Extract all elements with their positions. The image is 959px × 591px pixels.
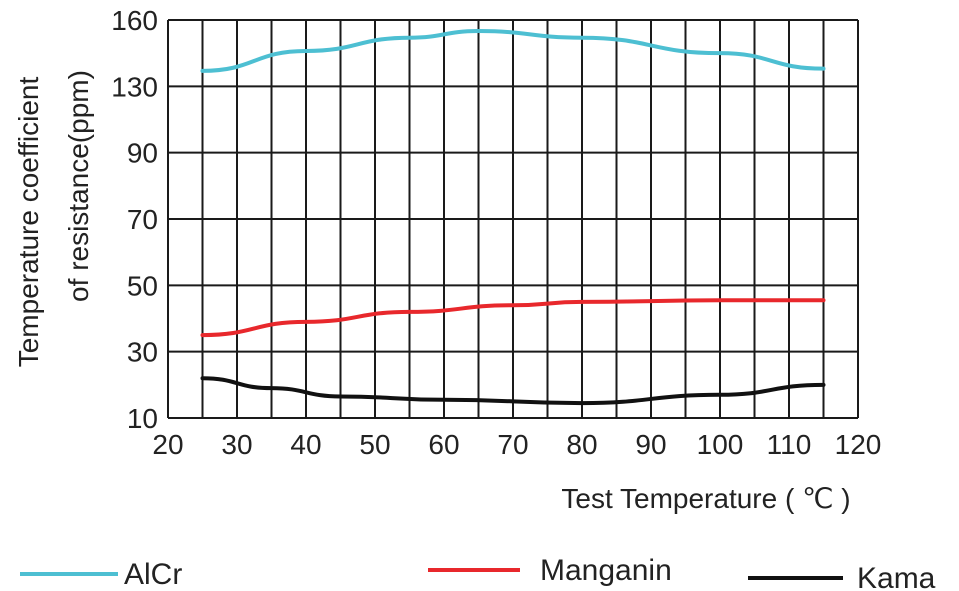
x-tick-label: 30: [221, 429, 252, 460]
y-tick-label: 90: [127, 138, 158, 169]
y-axis-ticks: 10 30 50 70 90 130 160: [111, 5, 158, 434]
y-tick-label: 70: [127, 204, 158, 235]
x-tick-label: 20: [152, 429, 183, 460]
x-tick-label: 110: [767, 429, 812, 460]
x-tick-label: 80: [566, 429, 597, 460]
x-axis-ticks: 20 30 40 50 60 70 80 90 100 110 120: [152, 429, 881, 460]
series-line-manganin: [200, 298, 826, 338]
y-tick-label: 130: [111, 71, 158, 102]
legend-label-manganin: Manganin: [540, 554, 672, 587]
series-line-kama: [200, 376, 826, 406]
y-tick-label: 160: [111, 5, 158, 36]
x-tick-label: 60: [428, 429, 459, 460]
legend-label-alcr: AlCr: [124, 558, 182, 591]
series-lines: [200, 29, 826, 406]
y-axis-title-line-1: Temperature coefficient: [13, 77, 44, 368]
legend-label-kama: Kama: [857, 562, 936, 591]
y-axis-title-line-2: of resistance(ppm): [63, 70, 94, 302]
x-tick-label: 100: [697, 429, 744, 460]
series-line-alcr: [200, 29, 826, 73]
x-tick-label: 70: [497, 429, 528, 460]
x-axis-title: Test Temperature ( ℃ ): [561, 483, 850, 514]
x-tick-label: 120: [835, 429, 882, 460]
x-tick-label: 50: [359, 429, 390, 460]
x-tick-label: 90: [635, 429, 666, 460]
x-tick-label: 40: [290, 429, 321, 460]
y-tick-label: 50: [127, 270, 158, 301]
y-tick-label: 10: [127, 403, 158, 434]
grid: [167, 19, 859, 419]
legend: AlCr Manganin Kama: [20, 554, 936, 591]
y-tick-label: 30: [127, 337, 158, 368]
